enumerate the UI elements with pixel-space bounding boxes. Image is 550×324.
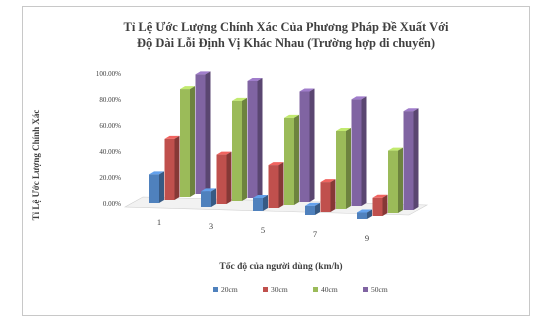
legend-swatch bbox=[363, 287, 368, 292]
bar-chart: Tỉ Lệ Ước Lượng Chính Xác Của Phương Phá… bbox=[31, 20, 449, 294]
x-axis-label: Tốc độ của người dùng (km/h) bbox=[219, 261, 342, 272]
bar-20cm-1 bbox=[149, 171, 164, 203]
bar-40cm-1 bbox=[180, 86, 195, 197]
bar-30cm-7 bbox=[320, 179, 336, 212]
bar-40cm-5 bbox=[284, 114, 299, 205]
bar-40cm-7 bbox=[336, 128, 351, 209]
plot-area: 0.00% 20.00% 40.00% 60.00% 80.00% 100.00% 1 3 5 7… bbox=[96, 70, 429, 243]
legend-label: 50cm bbox=[371, 285, 388, 294]
bar-20cm-5 bbox=[253, 195, 268, 211]
y-tick-label: 100.00% bbox=[96, 70, 121, 78]
bar-40cm-3 bbox=[232, 97, 247, 201]
y-tick-label: 40.00% bbox=[99, 148, 121, 156]
x-tick-label: 5 bbox=[261, 225, 265, 235]
x-tick-label: 9 bbox=[365, 233, 369, 243]
x-tick-label: 7 bbox=[313, 229, 317, 239]
x-tick-label: 3 bbox=[209, 221, 213, 231]
bar-30cm-3 bbox=[216, 151, 232, 204]
chart-title-line2: Độ Dài Lỗi Định Vị Khác Nhau (Trường hợp… bbox=[137, 36, 435, 50]
bar-20cm-7 bbox=[305, 202, 320, 215]
legend-swatch bbox=[263, 287, 268, 292]
legend-label: 20cm bbox=[221, 285, 238, 294]
bar-50cm-9 bbox=[403, 108, 419, 210]
legend-label: 30cm bbox=[271, 285, 288, 294]
bar-20cm-3 bbox=[201, 188, 216, 207]
legend-swatch bbox=[313, 287, 318, 292]
legend-swatch bbox=[213, 287, 218, 292]
bar-50cm-1 bbox=[195, 71, 211, 194]
bar-30cm-5 bbox=[268, 162, 284, 208]
y-tick-label: 0.00% bbox=[103, 200, 121, 208]
bar-30cm-1 bbox=[164, 135, 180, 200]
chart-frame: Tỉ Lệ Ước Lượng Chính Xác Của Phương Phá… bbox=[22, 6, 530, 316]
chart-title-line1: Tỉ Lệ Ước Lượng Chính Xác Của Phương Phá… bbox=[123, 20, 449, 34]
y-tick-label: 20.00% bbox=[99, 174, 121, 182]
bar-20cm-9 bbox=[357, 209, 372, 219]
bar-40cm-9 bbox=[388, 147, 403, 213]
legend-label: 40cm bbox=[321, 285, 338, 294]
bar-50cm-5 bbox=[299, 88, 315, 202]
legend: 20cm 30cm 40cm 50cm bbox=[213, 285, 388, 294]
bar-30cm-9 bbox=[372, 194, 388, 216]
x-tick-label: 1 bbox=[157, 217, 161, 227]
y-tick-label: 80.00% bbox=[99, 96, 121, 104]
bar-50cm-3 bbox=[247, 78, 263, 198]
y-axis-label: Tỉ Lệ Ước Lượng Chính Xác bbox=[31, 110, 41, 221]
y-tick-label: 60.00% bbox=[99, 122, 121, 130]
bar-50cm-7 bbox=[351, 96, 367, 206]
